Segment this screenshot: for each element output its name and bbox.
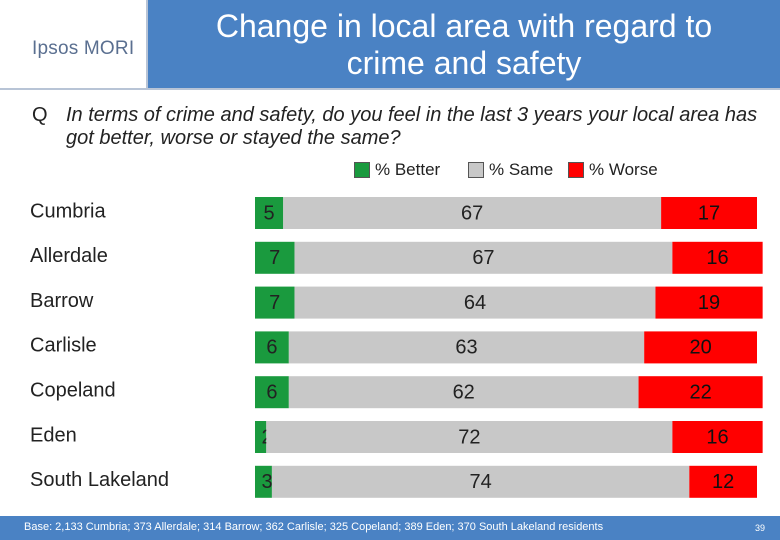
bar-better-copeland [255, 376, 289, 409]
value-label-same-eden: 72 [458, 426, 480, 448]
slide-title-line-1: Change in local area with regard to [215, 8, 713, 44]
value-label-same-copeland: 62 [453, 381, 475, 403]
value-label-same-cumbria: 67 [461, 202, 483, 224]
value-label-same-south-lakeland: 74 [469, 471, 491, 493]
question-text: In terms of crime and safety, do you fee… [66, 104, 758, 149]
bar-worse-allerdale [672, 241, 763, 274]
row-label-cumbria: Cumbria [30, 200, 106, 222]
bar-same-carlisle [288, 331, 645, 364]
value-label-better-barrow: 7 [269, 292, 280, 314]
value-label-same-barrow: 64 [464, 292, 486, 314]
row-label-barrow: Barrow [30, 290, 94, 312]
value-label-worse-carlisle: 20 [689, 337, 711, 359]
header: Ipsos MORI Change in local area with reg… [0, 0, 780, 90]
bar-same-cumbria [283, 197, 662, 229]
value-label-worse-allerdale: 16 [706, 247, 728, 269]
slide-title: Change in local area with regard to crim… [148, 8, 780, 82]
row-label-eden: Eden [30, 424, 77, 446]
value-label-worse-barrow: 19 [698, 292, 720, 314]
slide-title-line-2: crime and safety [346, 45, 582, 81]
value-label-worse-cumbria: 17 [698, 202, 720, 224]
bar-better-cumbria [255, 197, 284, 229]
value-label-same-allerdale: 67 [472, 247, 494, 269]
legend-swatch-better [354, 162, 370, 178]
bar-same-south-lakeland [271, 465, 690, 498]
value-label-worse-south-lakeland: 12 [712, 471, 734, 493]
bar-worse-south-lakeland [689, 465, 757, 498]
base-footnote: Base: 2,133 Cumbria; 373 Allerdale; 314 … [24, 521, 604, 533]
bar-better-eden [255, 421, 267, 453]
bar-same-copeland [288, 376, 639, 409]
value-label-better-carlisle: 6 [266, 337, 277, 359]
bar-same-allerdale [294, 241, 673, 274]
bar-worse-eden [672, 421, 763, 453]
bar-same-barrow [294, 286, 656, 319]
row-label-carlisle: Carlisle [30, 335, 97, 357]
bar-worse-cumbria [661, 197, 757, 229]
value-label-better-copeland: 6 [266, 381, 277, 403]
bar-better-allerdale [255, 241, 295, 274]
question-marker: Q [32, 104, 48, 126]
value-label-worse-copeland: 22 [689, 381, 711, 403]
value-label-better-south-lakeland: 3 [261, 471, 272, 493]
row-label-copeland: Copeland [30, 379, 116, 401]
legend-swatch-worse [568, 162, 584, 178]
legend-swatch-same [468, 162, 484, 178]
bar-worse-copeland [638, 376, 763, 409]
stacked-bar-chart: Cumbria 5 67 17 Allerdale 7 67 16 Barrow 7 64 19 Car… [30, 197, 763, 498]
logo-area: Ipsos MORI [0, 0, 148, 88]
row-label-allerdale: Allerdale [30, 245, 108, 267]
ipsos-mori-logo: Ipsos MORI [32, 38, 135, 59]
bar-same-eden [266, 421, 673, 453]
bar-better-south-lakeland [255, 465, 272, 498]
legend-label-worse: % Worse [589, 160, 658, 179]
bar-better-barrow [255, 286, 295, 319]
value-label-better-cumbria: 5 [264, 202, 275, 224]
legend-label-same: % Same [489, 160, 554, 179]
legend-label-better: % Better [375, 160, 441, 179]
bar-worse-barrow [655, 286, 763, 319]
footer-band: Base: 2,133 Cumbria; 373 Allerdale; 314 … [0, 516, 780, 540]
value-label-worse-eden: 16 [706, 426, 728, 448]
bar-better-carlisle [255, 331, 289, 364]
title-band: Change in local area with regard to crim… [148, 0, 780, 88]
value-label-same-carlisle: 63 [455, 337, 477, 359]
page-number: 39 [755, 523, 766, 533]
header-divider [0, 88, 780, 90]
value-label-better-allerdale: 7 [269, 247, 280, 269]
bar-worse-carlisle [644, 331, 757, 364]
row-label-south-lakeland: South Lakeland [30, 469, 169, 491]
